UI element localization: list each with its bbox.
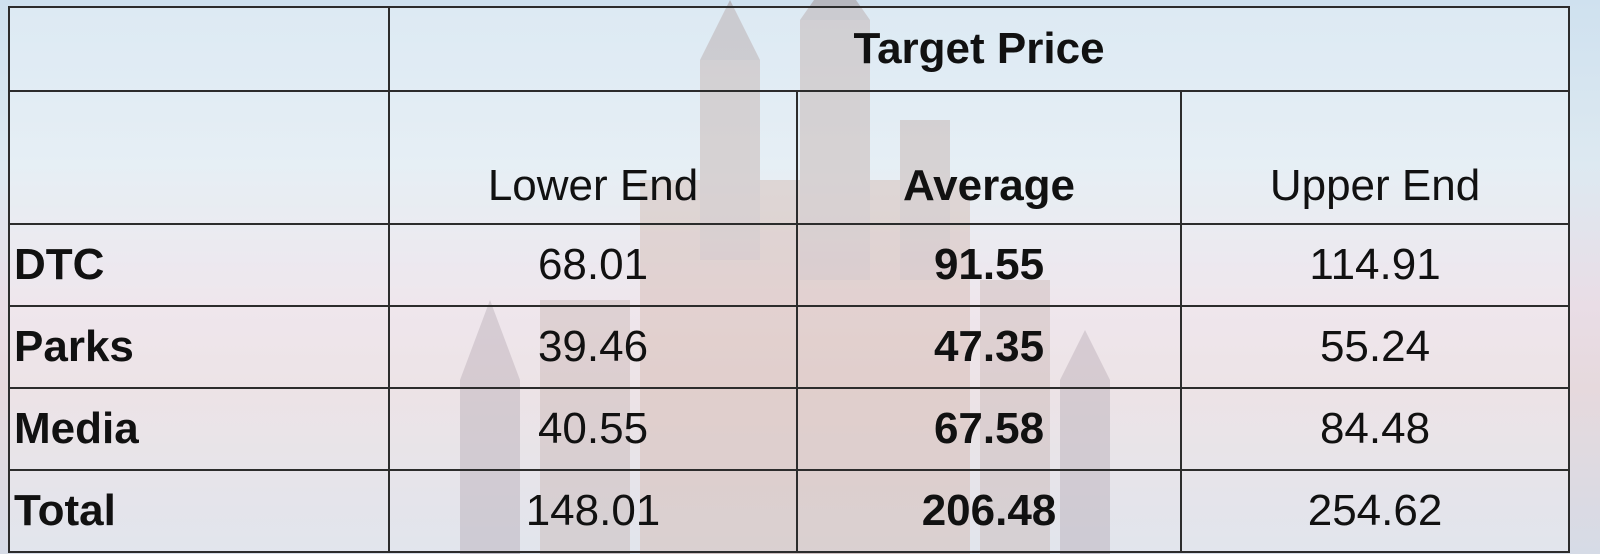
cell-lower: 68.01 <box>388 223 798 307</box>
cell-average: 67.58 <box>796 387 1182 471</box>
cell-upper: 84.48 <box>1179 387 1571 471</box>
column-header-upper-end: Upper End <box>1179 90 1571 225</box>
table-row: Parks 39.46 47.35 55.24 <box>8 305 1571 389</box>
cell-lower: 40.55 <box>388 387 798 471</box>
cell-upper: 55.24 <box>1179 305 1571 389</box>
table-header-row: Target Price <box>8 6 1571 92</box>
row-label-dtc: DTC <box>8 223 390 307</box>
column-header-lower-end: Lower End <box>388 90 798 225</box>
cell-average: 206.48 <box>796 469 1182 553</box>
cell-average: 47.35 <box>796 305 1182 389</box>
cell-upper: 114.91 <box>1179 223 1571 307</box>
row-label-parks: Parks <box>8 305 390 389</box>
cell-lower: 39.46 <box>388 305 798 389</box>
row-label-media: Media <box>8 387 390 471</box>
target-price-title: Target Price <box>387 6 1571 92</box>
table-row: DTC 68.01 91.55 114.91 <box>8 223 1571 307</box>
row-label-total: Total <box>8 469 390 553</box>
column-header-row: Lower End Average Upper End <box>8 90 1571 225</box>
table-row: Media 40.55 67.58 84.48 <box>8 387 1571 471</box>
target-price-table: Target Price Lower End Average Upper End… <box>8 6 1571 553</box>
row-label-header-cell <box>8 90 390 225</box>
table-row: Total 148.01 206.48 254.62 <box>8 469 1571 553</box>
cell-upper: 254.62 <box>1179 469 1571 553</box>
cell-lower: 148.01 <box>388 469 798 553</box>
column-header-average: Average <box>796 90 1182 225</box>
header-corner-cell <box>8 6 390 92</box>
cell-average: 91.55 <box>796 223 1182 307</box>
